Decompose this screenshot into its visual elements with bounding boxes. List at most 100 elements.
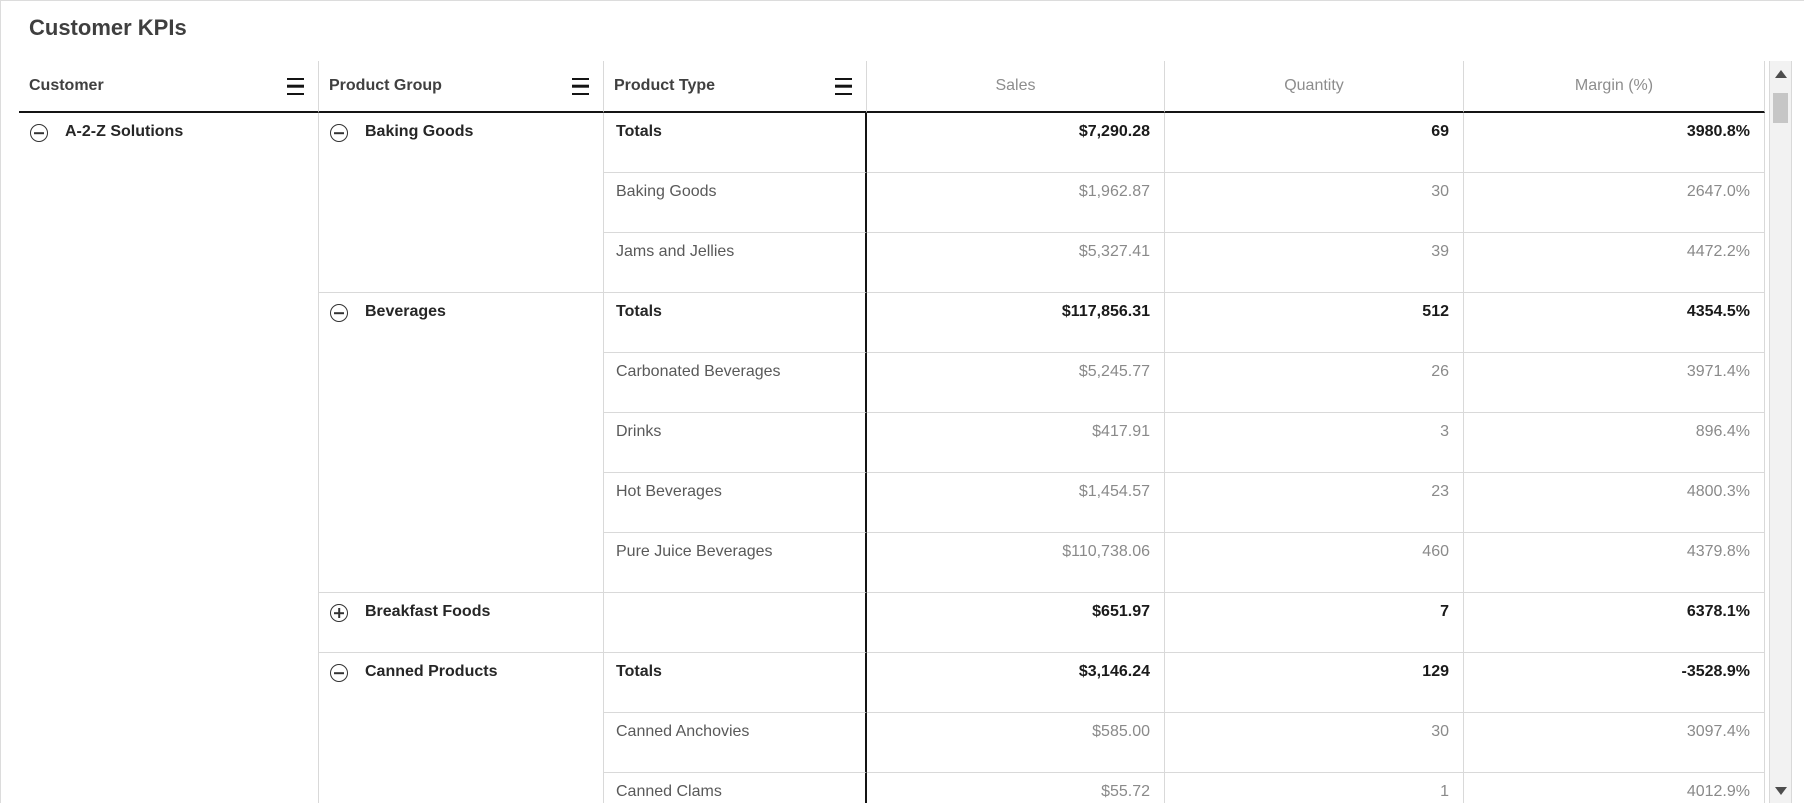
product-type-cell[interactable]: Pure Juice Beverages [604,533,867,593]
quantity-value: 1 [1440,783,1449,800]
product-group-cell[interactable]: Breakfast Foods [319,593,604,653]
sales-value-cell: $5,327.41 [867,233,1165,293]
product-type-cell[interactable]: Canned Clams [604,773,867,803]
column-header-sales: Sales [867,61,1165,113]
customer-label: A-2-Z Solutions [65,123,184,140]
margin-value: 4379.8% [1686,543,1750,560]
margin-value-cell: 3971.4% [1464,353,1765,413]
sales-value-cell: $7,290.28 [867,113,1165,173]
sales-value: $417.91 [1092,423,1150,440]
column-header-customer[interactable]: Customer [19,61,319,113]
margin-value: 4354.5% [1686,303,1750,320]
scroll-down-arrow-icon[interactable] [1774,787,1787,795]
margin-value: 4800.3% [1686,483,1750,500]
product-type-label: Hot Beverages [616,483,722,500]
hamburger-menu-icon[interactable] [287,77,304,95]
quantity-value: 512 [1422,303,1449,320]
column-header-label: Product Group [329,77,442,94]
product-type-label: Carbonated Beverages [616,363,781,380]
margin-value-cell: 3980.8% [1464,113,1765,173]
collapse-icon[interactable] [30,124,48,142]
margin-value-cell: 4354.5% [1464,293,1765,353]
margin-value-cell: 4800.3% [1464,473,1765,533]
product-type-cell[interactable]: Hot Beverages [604,473,867,533]
product-type-cell[interactable]: Carbonated Beverages [604,353,867,413]
quantity-value-cell: 30 [1165,713,1464,773]
scroll-up-arrow-icon[interactable] [1774,70,1787,78]
product-type-cell[interactable]: Jams and Jellies [604,233,867,293]
margin-value-cell: 4012.9% [1464,773,1765,803]
sales-value: $1,962.87 [1078,183,1150,200]
product-type-label: Pure Juice Beverages [616,543,773,560]
product-group-cell[interactable]: Canned Products [319,653,604,803]
collapse-icon[interactable] [330,304,348,322]
product-type-label: Canned Clams [616,783,722,800]
vertical-scrollbar[interactable] [1769,61,1792,803]
quantity-value: 30 [1431,183,1449,200]
hamburger-menu-icon[interactable] [572,77,589,95]
column-header-label: Sales [995,77,1036,94]
product-type-cell[interactable]: Drinks [604,413,867,473]
product-group-label: Canned Products [365,663,498,680]
margin-value-cell: 896.4% [1464,413,1765,473]
sales-value: $1,454.57 [1078,483,1150,500]
collapse-icon[interactable] [330,664,348,682]
quantity-value-cell: 30 [1165,173,1464,233]
product-group-label: Baking Goods [365,123,474,140]
product-group-cell[interactable]: Beverages [319,293,604,593]
quantity-value: 7 [1440,603,1449,620]
sales-value: $110,738.06 [1062,543,1150,560]
collapse-icon[interactable] [330,124,348,142]
quantity-value: 26 [1431,363,1449,380]
sales-value-cell: $5,245.77 [867,353,1165,413]
column-header-label: Customer [29,77,104,94]
margin-value-cell: 6378.1% [1464,593,1765,653]
product-type-cell[interactable]: Totals [604,653,867,713]
customer-cell[interactable]: A-2-Z Solutions [19,113,319,803]
quantity-value: 30 [1431,723,1449,740]
quantity-value-cell: 39 [1165,233,1464,293]
product-type-cell[interactable]: Totals [604,113,867,173]
sales-value-cell: $651.97 [867,593,1165,653]
product-group-label: Breakfast Foods [365,603,491,620]
sales-value: $7,290.28 [1078,123,1150,140]
column-header-product-group[interactable]: Product Group [319,61,604,113]
column-header-product-type[interactable]: Product Type [604,61,867,113]
margin-value-cell: -3528.9% [1464,653,1765,713]
column-header-quantity: Quantity [1165,61,1464,113]
product-type-cell[interactable]: Canned Anchovies [604,713,867,773]
product-type-cell[interactable]: Totals [604,293,867,353]
hamburger-menu-icon[interactable] [835,77,852,95]
expand-icon[interactable] [330,604,348,622]
margin-value-cell: 3097.4% [1464,713,1765,773]
product-type-cell[interactable]: Baking Goods [604,173,867,233]
column-header-margin: Margin (%) [1464,61,1765,113]
quantity-value-cell: 26 [1165,353,1464,413]
sales-value: $55.72 [1101,783,1150,800]
product-type-label: Baking Goods [616,183,717,200]
margin-value: 4472.2% [1686,243,1750,260]
quantity-value-cell: 7 [1165,593,1464,653]
quantity-value: 23 [1431,483,1449,500]
margin-value: 4012.9% [1686,783,1750,800]
sales-value-cell: $117,856.31 [867,293,1165,353]
margin-value: 3971.4% [1686,363,1750,380]
margin-value-cell: 4379.8% [1464,533,1765,593]
quantity-value-cell: 23 [1165,473,1464,533]
quantity-value: 460 [1422,543,1449,560]
quantity-value-cell: 460 [1165,533,1464,593]
product-type-label: Totals [616,123,662,140]
sales-value: $585.00 [1092,723,1150,740]
quantity-value-cell: 69 [1165,113,1464,173]
product-group-label: Beverages [365,303,446,320]
column-header-label: Product Type [614,77,716,94]
product-type-cell[interactable] [604,593,867,653]
margin-value: 6378.1% [1686,603,1750,620]
product-group-cell[interactable]: Baking Goods [319,113,604,293]
product-type-label: Totals [616,303,662,320]
quantity-value: 3 [1440,423,1449,440]
scrollbar-thumb[interactable] [1773,93,1788,123]
sales-value-cell: $417.91 [867,413,1165,473]
column-header-label: Quantity [1284,77,1344,94]
